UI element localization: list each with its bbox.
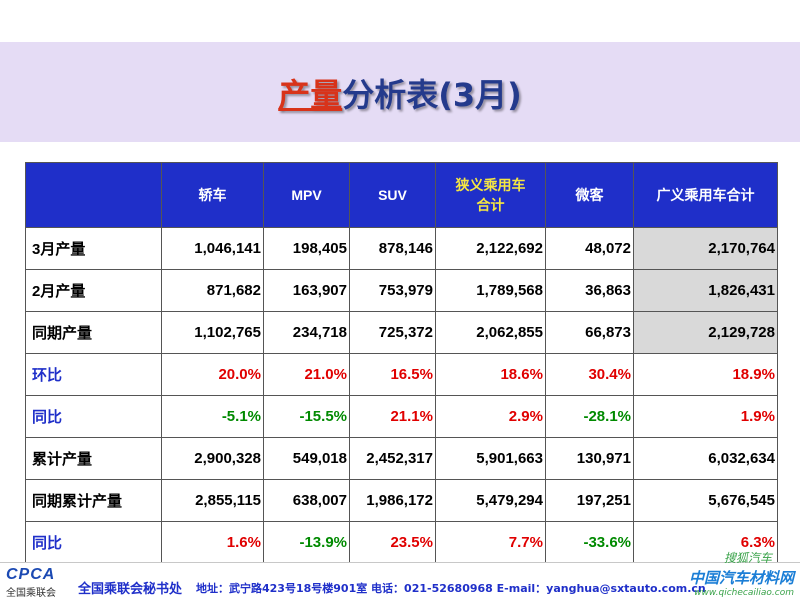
table-cell: 638,007 xyxy=(263,479,350,522)
table-cell: 1,046,141 xyxy=(161,227,264,270)
footer-bar xyxy=(0,562,800,601)
row-label: 环比 xyxy=(25,353,162,396)
table-cell: 2,062,855 xyxy=(435,311,546,354)
table-cell: 753,979 xyxy=(349,269,436,312)
table-cell: 1,986,172 xyxy=(349,479,436,522)
row-label: 同比 xyxy=(25,521,162,564)
table-cell: 2.9% xyxy=(435,395,546,438)
table-row: 3月产量 1,046,141 198,405 878,146 2,122,692 48,0… xyxy=(25,227,778,270)
row-label: 2月产量 xyxy=(25,269,162,312)
table-cell: 23.5% xyxy=(349,521,436,564)
row-label: 同期累计产量 xyxy=(25,479,162,522)
table-cell: 21.0% xyxy=(263,353,350,396)
table-cell: 878,146 xyxy=(349,227,436,270)
table-cell: -5.1% xyxy=(161,395,264,438)
organization-name: 全国乘联会秘书处 xyxy=(78,582,183,597)
title-rest: 分析表(3月) xyxy=(342,76,522,114)
table-cell: 5,479,294 xyxy=(435,479,546,522)
watermark: 搜狐汽车 中国汽车材料网 www.qichecailiao.com xyxy=(688,551,794,598)
row-label: 同期产量 xyxy=(25,311,162,354)
production-table: 轿车 MPV SUV 狭义乘用车 合计 微客 广义乘用车合计 3月产量 1,046… xyxy=(25,162,778,564)
watermark-sohu: 搜狐汽车 xyxy=(723,551,772,565)
row-label: 3月产量 xyxy=(25,227,162,270)
table-cell: -28.1% xyxy=(545,395,634,438)
table-cell: 5,901,663 xyxy=(435,437,546,480)
table-cell: 7.7% xyxy=(435,521,546,564)
table-cell: 36,863 xyxy=(545,269,634,312)
table-cell: 30.4% xyxy=(545,353,634,396)
table-cell: 1,789,568 xyxy=(435,269,546,312)
table-row: 累计产量 2,900,328 549,018 2,452,317 5,901,663 13… xyxy=(25,437,778,480)
table-cell: 2,452,317 xyxy=(349,437,436,480)
table-cell: 21.1% xyxy=(349,395,436,438)
ratio-row: 环比 20.0% 21.0% 16.5% 18.6% 30.4% 18.9% xyxy=(25,353,778,396)
header-cell: 狭义乘用车 合计 xyxy=(435,162,546,228)
header-cell xyxy=(25,162,162,228)
table-cell: 20.0% xyxy=(161,353,264,396)
table-cell: 1,826,431 xyxy=(633,269,778,312)
table-cell: 6.3% xyxy=(633,521,778,564)
row-label: 累计产量 xyxy=(25,437,162,480)
logo-subtext: 全国乘联会 xyxy=(6,588,56,599)
table-cell: 16.5% xyxy=(349,353,436,396)
table-row: 同期累计产量 2,855,115 638,007 1,986,172 5,479,294… xyxy=(25,479,778,522)
table-cell: 549,018 xyxy=(263,437,350,480)
table-cell: 1,102,765 xyxy=(161,311,264,354)
table-cell: 48,072 xyxy=(545,227,634,270)
header-cell: 广义乘用车合计 xyxy=(633,162,778,228)
header-cell: SUV xyxy=(349,162,436,228)
header-cell: 微客 xyxy=(545,162,634,228)
table-row: 2月产量 871,682 163,907 753,979 1,789,568 36,863… xyxy=(25,269,778,312)
header-cell: MPV xyxy=(263,162,350,228)
table-cell: 198,405 xyxy=(263,227,350,270)
table-cell: 163,907 xyxy=(263,269,350,312)
table-cell: 1.6% xyxy=(161,521,264,564)
table-cell: 66,873 xyxy=(545,311,634,354)
table-cell: 18.6% xyxy=(435,353,546,396)
table-cell: 5,676,545 xyxy=(633,479,778,522)
table-cell: 197,251 xyxy=(545,479,634,522)
ratio-row: 同比 -5.1% -15.5% 21.1% 2.9% -28.1% 1.9% xyxy=(25,395,778,438)
table-cell: 2,122,692 xyxy=(435,227,546,270)
title-highlight: 产量 xyxy=(278,76,343,114)
row-label: 同比 xyxy=(25,395,162,438)
table-cell: 234,718 xyxy=(263,311,350,354)
table-cell: 725,372 xyxy=(349,311,436,354)
table-cell: 2,855,115 xyxy=(161,479,264,522)
table-cell: 871,682 xyxy=(161,269,264,312)
header-row: 轿车 MPV SUV 狭义乘用车 合计 微客 广义乘用车合计 xyxy=(25,162,778,228)
header-cell: 轿车 xyxy=(161,162,264,228)
table-cell: 2,170,764 xyxy=(633,227,778,270)
table-cell: 2,900,328 xyxy=(161,437,264,480)
table-cell: 2,129,728 xyxy=(633,311,778,354)
contact-info: 地址：武宁路423号18号楼901室 电话：021-52680968 E-mai… xyxy=(196,582,706,595)
table-cell: 1.9% xyxy=(633,395,778,438)
ratio-row: 同比 1.6% -13.9% 23.5% 7.7% -33.6% 6.3% xyxy=(25,521,778,564)
table-cell: -33.6% xyxy=(545,521,634,564)
table-cell: 6,032,634 xyxy=(633,437,778,480)
table-cell: 130,971 xyxy=(545,437,634,480)
table-row: 同期产量 1,102,765 234,718 725,372 2,062,855 66,8… xyxy=(25,311,778,354)
table-cell: -13.9% xyxy=(263,521,350,564)
page-title: 产量分析表(3月) xyxy=(0,70,800,116)
table-cell: 18.9% xyxy=(633,353,778,396)
watermark-site-name: 中国汽车材料网 xyxy=(688,569,794,587)
logo-text: CPCA xyxy=(6,566,56,583)
watermark-url: www.qichecailiao.com xyxy=(694,588,794,598)
title-band xyxy=(0,42,800,142)
table-cell: -15.5% xyxy=(263,395,350,438)
cpca-logo: CPCA 全国乘联会 xyxy=(6,566,70,599)
